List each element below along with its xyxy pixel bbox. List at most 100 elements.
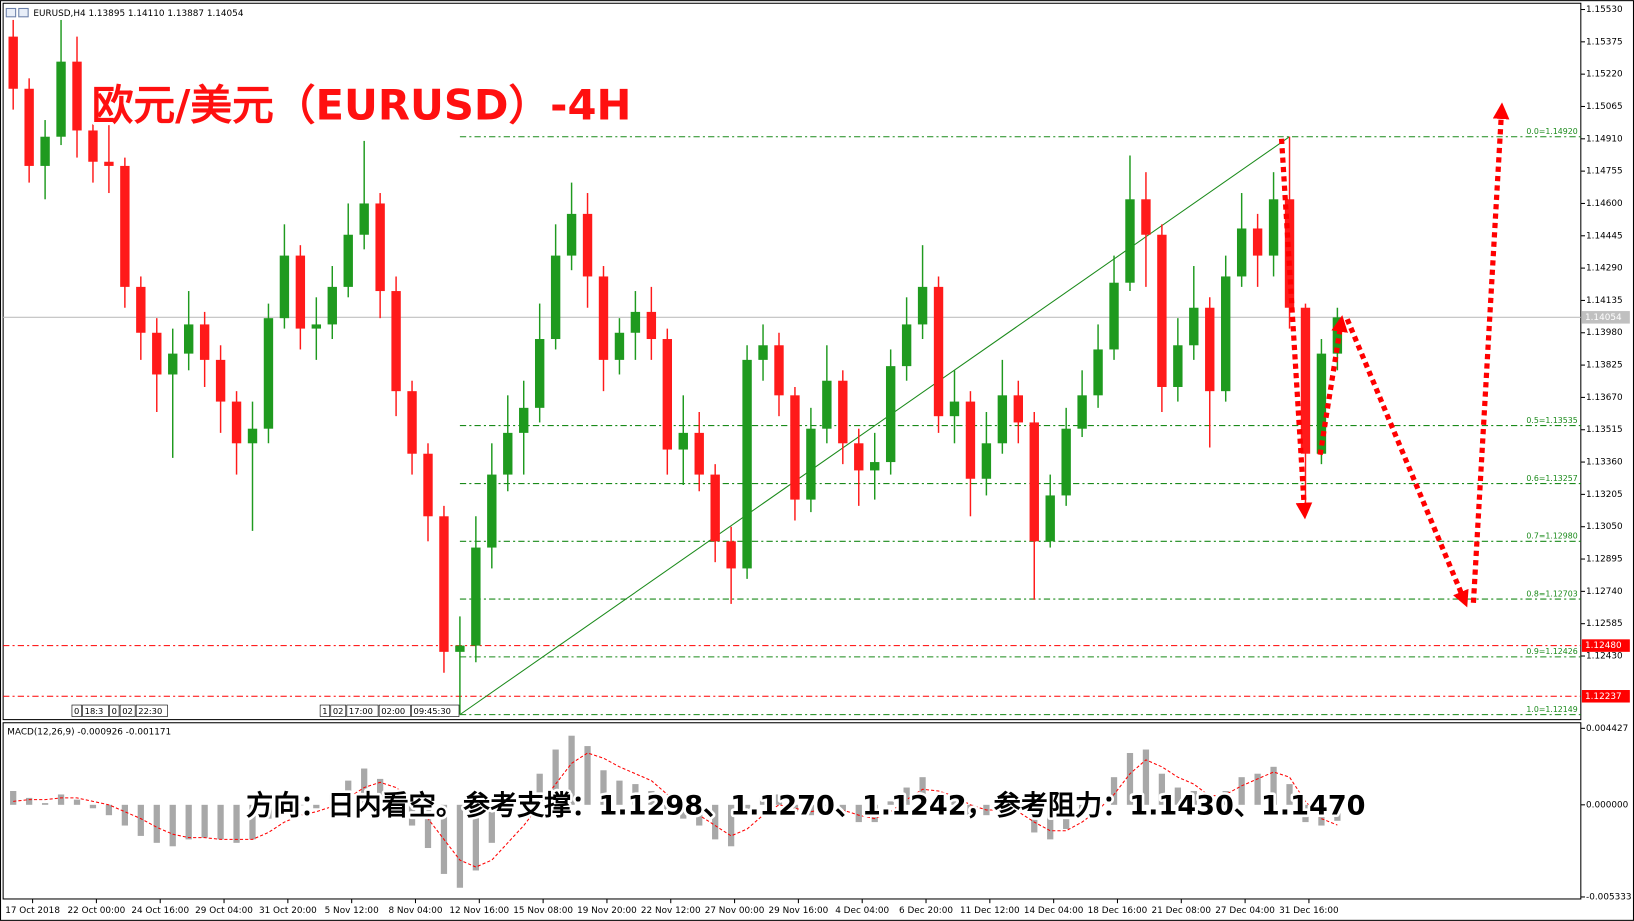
candle-body (566, 213, 577, 256)
y-tick-label: 1.14600 (1586, 199, 1623, 209)
y-tick-label: 1.13825 (1586, 361, 1623, 371)
x-tick-label: 27 Nov 00:00 (705, 906, 765, 916)
macd-bar (57, 794, 65, 805)
macd-bar (584, 746, 591, 805)
price-label-box (1581, 690, 1630, 703)
candle-body (822, 380, 832, 429)
candle-body (870, 462, 880, 471)
macd-tick-label: 0.004427 (1586, 724, 1628, 734)
candle-body (152, 332, 162, 375)
macd-bar (297, 804, 304, 806)
macd-bar (903, 787, 910, 805)
macd-bar (121, 804, 128, 826)
y-tick-label: 1.13205 (1586, 490, 1623, 500)
object-label-box (378, 704, 411, 717)
macd-bar (919, 777, 926, 805)
x-tick-label: 24 Oct 16:00 (131, 906, 189, 916)
fib-label: 0.8=1.12703 (1526, 589, 1577, 598)
candle-body (231, 401, 242, 444)
y-tick-label: 1.14445 (1586, 231, 1623, 241)
candle-body (503, 432, 513, 475)
object-label-box (119, 704, 136, 717)
header-icons (5, 7, 29, 18)
candle-body (694, 432, 704, 475)
x-tick-label: 31 Oct 20:00 (259, 906, 317, 916)
fib-label: 0.0=1.14920 (1526, 127, 1577, 136)
candle-body (88, 130, 98, 162)
macd-bar (265, 804, 272, 819)
x-tick-label: 18 Dec 16:00 (1088, 906, 1148, 916)
macd-bar (281, 801, 288, 805)
macd-bar (999, 804, 1006, 809)
candle-body (8, 36, 18, 89)
macd-bar (568, 735, 575, 805)
macd-bar (1158, 773, 1166, 805)
object-label: 02 (122, 706, 133, 716)
macd-bar (1318, 804, 1325, 826)
macd-bar (712, 804, 719, 840)
arrow (1278, 138, 1313, 520)
macd-bar (217, 804, 224, 840)
y-tick-label: 1.13050 (1586, 522, 1623, 532)
x-tick-label: 12 Nov 16:00 (449, 906, 509, 916)
y-tick-label: 1.15375 (1586, 37, 1623, 47)
macd-bar (791, 804, 799, 812)
fib-label: 0.6=1.13257 (1526, 474, 1577, 483)
macd-bar (1078, 804, 1086, 816)
x-tick-label: 27 Dec 04:00 (1215, 906, 1275, 916)
candle-body (263, 318, 274, 429)
candle-body (885, 366, 896, 463)
x-tick-label: 8 Nov 04:00 (388, 906, 442, 916)
trendline (459, 136, 1290, 716)
candle-body (1045, 495, 1055, 542)
y-tick-label: 1.12430 (1586, 652, 1623, 662)
x-tick-label: 5 Nov 12:00 (325, 906, 379, 916)
candle-body (168, 353, 178, 375)
candle-body (215, 359, 226, 402)
x-tick-label: 11 Dec 12:00 (960, 906, 1020, 916)
macd-bar (313, 804, 320, 809)
candle-body (582, 213, 593, 277)
macd-bar (488, 804, 495, 843)
candle-body (183, 324, 194, 354)
candle-body (407, 391, 417, 454)
macd-bar (504, 804, 511, 819)
y-tick-label: 1.13670 (1586, 393, 1623, 403)
macd-bar (1126, 752, 1134, 805)
object-label: 0 (74, 706, 79, 716)
candle-body (104, 161, 114, 166)
macd-bar (728, 804, 735, 847)
candle-body (120, 165, 130, 287)
macd-bar (169, 804, 176, 847)
macd-bar (616, 780, 623, 805)
macd-bar (408, 804, 416, 826)
object-label-box (319, 704, 331, 717)
macd-bar (89, 804, 97, 809)
y-tick-label: 1.12740 (1586, 587, 1623, 597)
candle-body (343, 234, 353, 287)
candle-body (423, 453, 433, 517)
candle-body (375, 203, 385, 292)
macd-bar (1031, 804, 1038, 833)
candle-body (279, 255, 290, 319)
macd-bar (1302, 804, 1309, 823)
object-label-box (71, 704, 82, 717)
object-label-box (411, 704, 460, 717)
macd-bar (153, 804, 160, 843)
candle-body (790, 395, 800, 500)
object-label-box (346, 704, 379, 717)
annotation: 方向：日内看空。参考支撑：1.1298、1.1270、1.1242，参考阻力：1… (246, 790, 1365, 822)
object-label: 18:3 (85, 706, 104, 716)
candle-body (854, 443, 864, 471)
fib-label: 1.0=1.12149 (1526, 705, 1577, 714)
macd-bar (823, 804, 830, 806)
y-tick-label: 1.15220 (1586, 70, 1623, 80)
x-tick-label: 22 Nov 12:00 (641, 906, 701, 916)
macd-bar (887, 801, 894, 805)
candle-body (630, 311, 641, 333)
arrow (1344, 318, 1469, 608)
macd-label: MACD(12,26,9) -0.000926 -0.001171 (7, 728, 171, 738)
candle-body (933, 286, 944, 417)
